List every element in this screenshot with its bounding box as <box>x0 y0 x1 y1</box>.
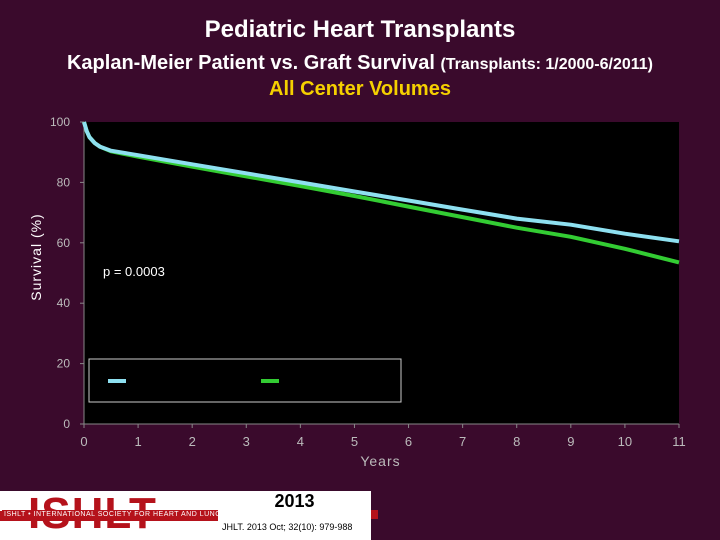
x-tick-label: 11 <box>672 434 686 449</box>
chart-legend <box>88 358 402 403</box>
logo-subtitle: ISHLT • INTERNATIONAL SOCIETY FOR HEART … <box>2 510 378 519</box>
p-value-annotation: p = 0.0003 <box>103 264 165 279</box>
citation-reference: JHLT. 2013 Oct; 32(10): 979-988 <box>222 522 353 532</box>
y-axis-label: Survival (%) <box>28 213 44 300</box>
citation-year: 2013 <box>274 491 315 511</box>
page-title: Pediatric Heart Transplants <box>204 16 516 43</box>
y-tick-label: 100 <box>50 115 70 129</box>
chart-axes: 0 20 40 60 80 100 0 1 2 3 4 5 6 7 8 9 10 11 <box>50 115 686 449</box>
y-tick-label: 0 <box>63 417 70 431</box>
y-tick-label: 80 <box>57 175 71 189</box>
y-tick-label: 40 <box>57 296 71 310</box>
citation-box: 2013 JHLT. 2013 Oct; 32(10): 979-988 <box>218 491 371 540</box>
subtitle-main: Kaplan-Meier Patient vs. Graft Survival <box>66 52 441 74</box>
x-tick-label: 4 <box>297 434 304 449</box>
chart-highlight-title: All Center Volumes <box>269 78 451 100</box>
x-tick-label: 7 <box>459 434 466 449</box>
x-tick-label: 9 <box>567 434 574 449</box>
series-line-patient <box>82 121 680 244</box>
x-tick-label: 1 <box>134 434 141 449</box>
y-tick-label: 20 <box>57 357 71 371</box>
x-tick-label: 3 <box>243 434 250 449</box>
legend-box <box>88 358 402 403</box>
series-lines <box>82 121 680 265</box>
x-tick-label: 0 <box>80 434 87 449</box>
chart-subtitle: Kaplan-Meier Patient vs. Graft Survival … <box>0 52 720 75</box>
x-tick-label: 8 <box>513 434 520 449</box>
x-tick-label: 2 <box>189 434 196 449</box>
subtitle-date-range: (Transplants: 1/2000-6/2011) <box>440 56 654 73</box>
y-tick-label: 60 <box>57 236 71 250</box>
x-tick-label: 5 <box>351 434 358 449</box>
x-axis-label: Years <box>360 453 400 469</box>
x-tick-label: 10 <box>618 434 632 449</box>
x-tick-label: 6 <box>405 434 412 449</box>
